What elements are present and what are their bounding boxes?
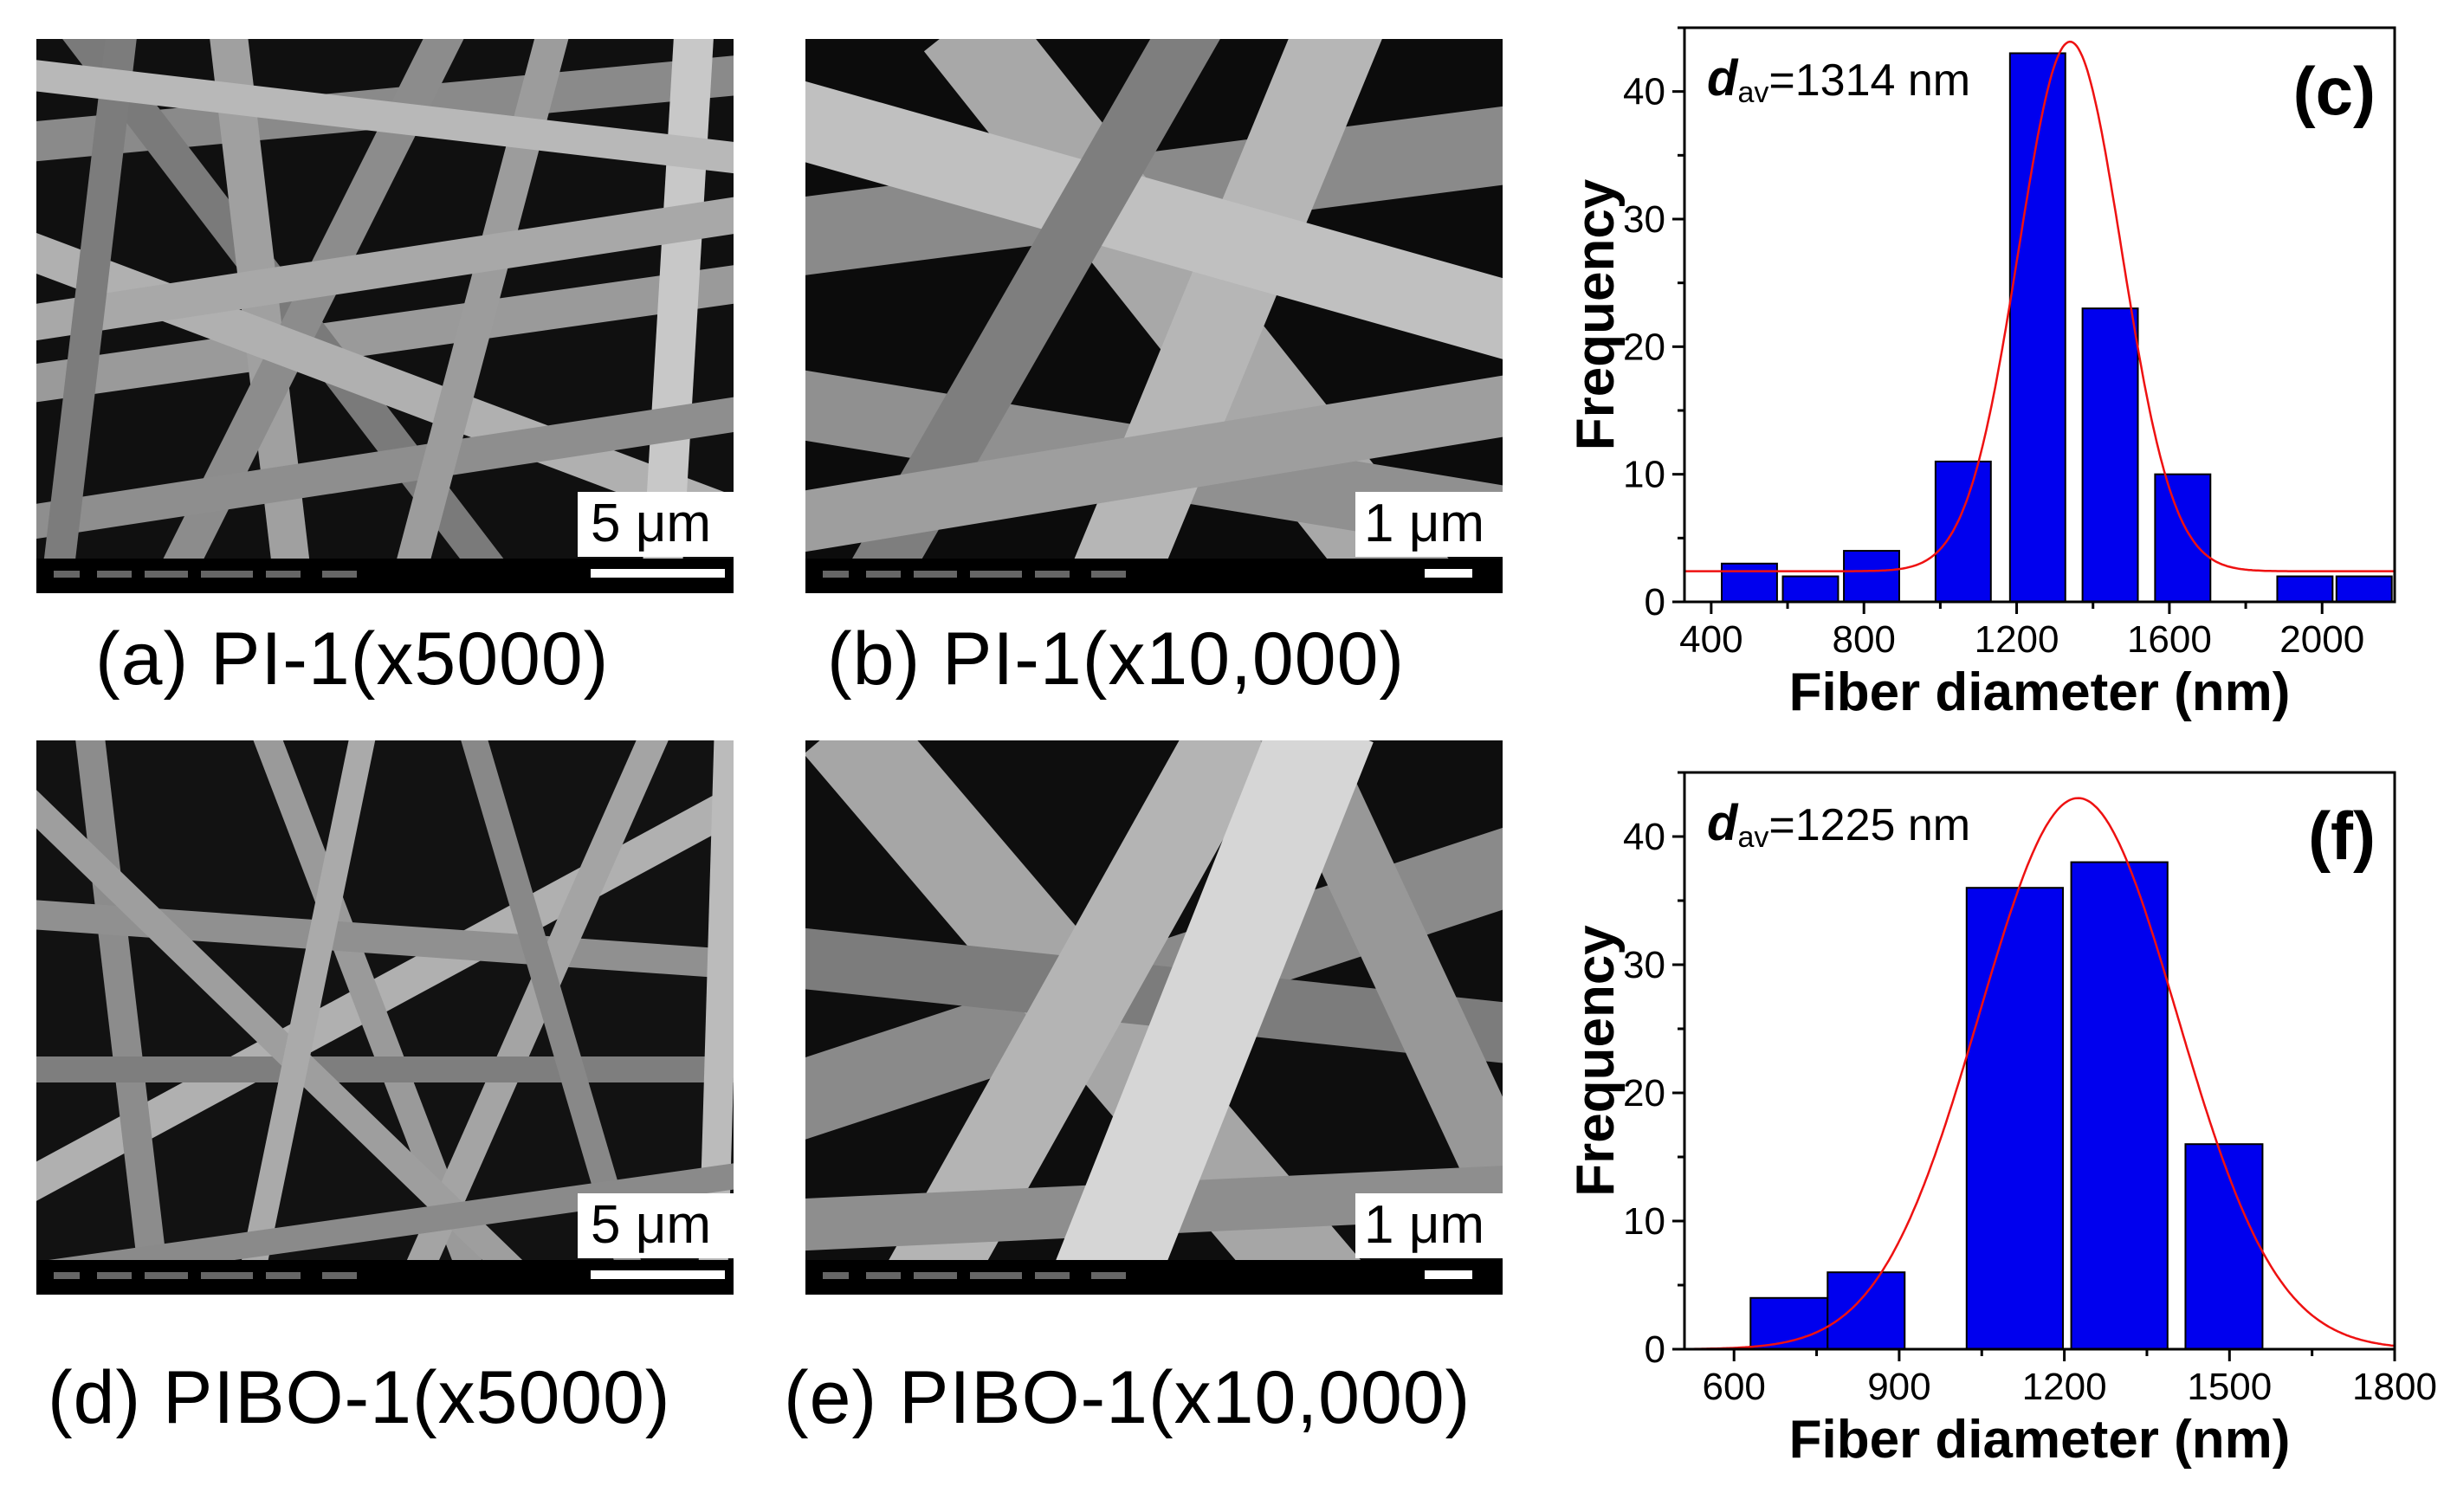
x-tick-label: 1600 (2127, 618, 2212, 661)
y-tick-label: 30 (1623, 944, 1665, 986)
histogram-bar (2081, 307, 2139, 603)
plot-frame (1683, 771, 2396, 1351)
histogram-bar (2070, 861, 2169, 1351)
sem-image-b: 1 μm (805, 39, 1503, 593)
panel-label: (c) (2293, 53, 2376, 129)
sem-image-e: 1 μm (805, 740, 1503, 1295)
histogram-bar (1965, 887, 2065, 1350)
sem-image-d: 5 μm (36, 740, 734, 1295)
gaussian-fit-curve (1684, 40, 2395, 572)
x-tick-label: 2000 (2279, 618, 2364, 661)
y-tick-label: 10 (1623, 1200, 1665, 1243)
y-tick-label: 0 (1645, 1328, 1665, 1371)
mean-diameter-annotation: dav=1314 nm (1707, 50, 1970, 109)
histogram-bar (2008, 52, 2066, 603)
y-tick-label: 20 (1623, 326, 1665, 368)
y-tick-label: 40 (1623, 71, 1665, 113)
x-axis-label: Fiber diameter (nm) (1789, 1410, 2291, 1470)
histogram-bar (2184, 1143, 2264, 1351)
scale-bar-b (1425, 569, 1472, 578)
histogram-bar (1843, 550, 1900, 603)
scale-bar-label-a: 5 μm (591, 494, 711, 553)
x-tick-label: 1800 (2352, 1366, 2437, 1408)
caption-e: (e) PIBO-1(x10,000) (784, 1356, 1471, 1439)
x-axis-label: Fiber diameter (nm) (1789, 662, 2291, 722)
scale-bar-label-b: 1 μm (1364, 494, 1484, 553)
x-tick-label: 800 (1832, 618, 1895, 661)
panel-label: (f) (2308, 798, 2376, 874)
histogram-f: 600 900 1200 1500 1800 0 10 20 30 40 Fiber diamete… (1566, 771, 2437, 1470)
sem-fibers-e: 1 μm (805, 740, 1503, 1295)
histogram-bar (1720, 562, 1778, 603)
sem-image-a: 5 μm (36, 39, 734, 593)
y-tick-label: 0 (1645, 581, 1665, 624)
x-tick-label: 400 (1679, 618, 1743, 661)
scale-bar-label-d: 5 μm (591, 1195, 711, 1255)
y-axis-label: Frequency (1566, 925, 1626, 1197)
caption-a: (a) PI-1(x5000) (95, 617, 610, 701)
scale-bar-d (591, 1270, 725, 1279)
y-tick-label: 30 (1623, 198, 1665, 241)
sem-fibers-d: 5 μm (36, 740, 734, 1295)
histogram-bar (1781, 575, 1840, 603)
caption-b: (b) PI-1(x10,000) (827, 617, 1406, 701)
plot-frame (1683, 26, 2396, 604)
y-tick-label: 40 (1623, 816, 1665, 858)
histogram-bar (1827, 1271, 1906, 1351)
caption-d: (d) PIBO-1(x5000) (48, 1356, 671, 1439)
y-tick-label: 10 (1623, 454, 1665, 496)
sem-fibers-a: 5 μm (36, 39, 734, 593)
histogram-bar (1934, 460, 1992, 604)
y-axis-label: Frequency (1566, 178, 1626, 450)
histogram-bar (2276, 575, 2334, 603)
x-tick-label: 1500 (2187, 1366, 2272, 1408)
scale-bar-e (1425, 1270, 1472, 1279)
mean-diameter-annotation: dav=1225 nm (1707, 795, 1970, 854)
sem-fibers-b: 1 μm (805, 39, 1503, 593)
x-tick-label: 900 (1867, 1366, 1930, 1408)
histogram-bar (2335, 575, 2393, 603)
histogram-bar (2154, 473, 2212, 604)
x-tick-label: 1200 (2022, 1366, 2107, 1408)
gaussian-fit-curve (1684, 797, 2396, 1351)
x-tick-label: 600 (1702, 1366, 1765, 1408)
histogram-c: 400 800 1200 1600 2000 0 10 20 30 40 Fiber diamete… (1566, 26, 2396, 722)
scale-bar-a (591, 569, 725, 578)
x-tick-label: 1200 (1975, 618, 2059, 661)
scale-bar-label-e: 1 μm (1364, 1195, 1484, 1255)
y-tick-label: 20 (1623, 1072, 1665, 1115)
